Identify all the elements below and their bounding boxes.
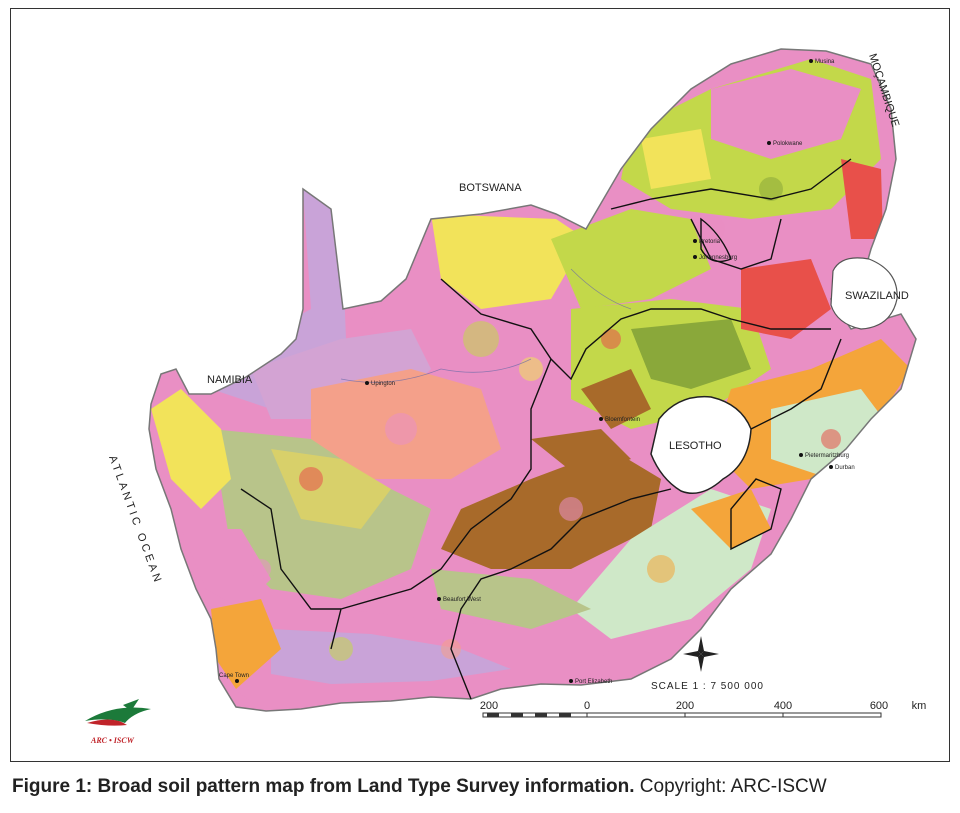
soil-map: BOTSWANA NAMIBIA SWAZILAND LESOTHO MOÇAM… (85, 48, 927, 745)
soil-pattern (149, 49, 916, 711)
city-label: Pietermaritzburg (805, 453, 849, 459)
city-label: Johannesburg (699, 255, 737, 261)
city-label: Polokwane (773, 141, 803, 147)
country-outline (148, 48, 917, 712)
city-label: Musina (815, 59, 835, 65)
caption-copyright: Copyright: ARC-ISCW (639, 776, 827, 797)
map-frame: BOTSWANA NAMIBIA SWAZILAND LESOTHO MOÇAM… (10, 8, 950, 762)
scale-bar (482, 712, 882, 718)
figure-caption: Figure 1: Broad soil pattern map from La… (12, 776, 827, 798)
scale-unit: km (912, 700, 927, 712)
scale-tick: 600 (870, 700, 888, 712)
city-label: Durban (835, 465, 855, 471)
province-borders (240, 158, 852, 700)
city-label: Upington (371, 381, 395, 387)
scale-tick: 200 (480, 700, 498, 712)
scale-tick: 200 (676, 700, 694, 712)
caption-title: Figure 1: Broad soil pattern map from La… (12, 776, 635, 797)
scale-label: SCALE 1 : 7 500 000 (651, 681, 764, 692)
label-namibia: NAMIBIA (207, 374, 253, 386)
scale-tick: 400 (774, 700, 792, 712)
north-arrow-icon (683, 636, 719, 672)
label-ocean: ATLANTIC OCEAN (106, 454, 164, 586)
label-lesotho: LESOTHO (669, 440, 722, 452)
city-label: Cape Town (219, 673, 249, 679)
arc-logo: ARC • ISCW (85, 699, 151, 745)
lesotho-shape (650, 395, 752, 494)
city-label: Beaufort West (443, 597, 481, 603)
label-swaziland: SWAZILAND (845, 290, 909, 302)
label-botswana: BOTSWANA (459, 182, 522, 194)
swaziland-shape (830, 257, 898, 330)
logo-text: ARC • ISCW (90, 736, 135, 745)
cities: Polokwane Pretoria Johannesburg Upington… (219, 59, 855, 685)
city-label: Port Elizabeth (575, 679, 612, 685)
city-label: Bloemfontein (605, 417, 640, 423)
city-label: Pretoria (699, 239, 721, 245)
scale-tick: 0 (584, 700, 590, 712)
